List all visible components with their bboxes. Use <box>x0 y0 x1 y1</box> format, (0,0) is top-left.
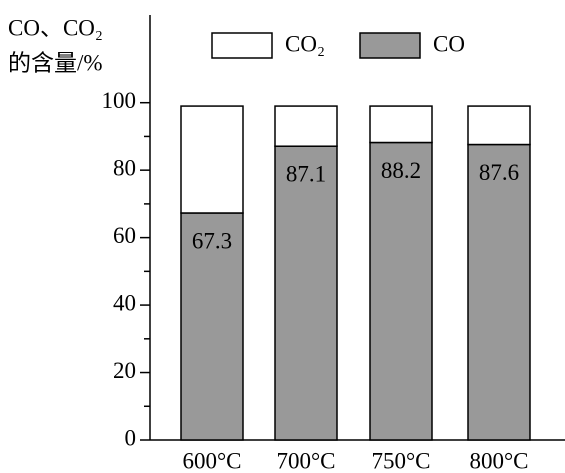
data-label: 87.6 <box>479 160 519 185</box>
data-label: 88.2 <box>381 158 421 183</box>
y-tick-label: 60 <box>113 223 136 248</box>
bar-segment <box>467 105 531 146</box>
data-label: 67.3 <box>192 228 232 253</box>
bar-segment <box>369 141 433 441</box>
legend-swatch <box>211 32 273 59</box>
data-label: 87.1 <box>286 161 326 186</box>
x-tick-label: 600°C <box>182 448 241 473</box>
bar-segment <box>274 145 338 441</box>
y-tick-label: 100 <box>102 88 137 113</box>
x-tick-label: 800°C <box>469 448 528 473</box>
legend-swatch <box>359 32 421 59</box>
y-tick-label: 0 <box>125 425 137 450</box>
bar-segment <box>369 105 433 144</box>
y-axis-label: 的含量/% <box>8 50 103 75</box>
y-tick-label: 80 <box>113 155 136 180</box>
y-tick-label: 20 <box>113 358 136 383</box>
x-tick-label: 750°C <box>371 448 430 473</box>
bar-segment <box>467 143 531 441</box>
y-tick-label: 40 <box>113 290 136 315</box>
x-tick-label: 700°C <box>276 448 335 473</box>
legend-label: CO₂ <box>285 31 325 56</box>
y-axis-label: CO、CO₂ <box>8 15 103 40</box>
bar-segment <box>180 212 244 441</box>
bar-segment <box>180 105 244 214</box>
bar-segment <box>274 105 338 147</box>
legend-label: CO <box>433 31 465 56</box>
